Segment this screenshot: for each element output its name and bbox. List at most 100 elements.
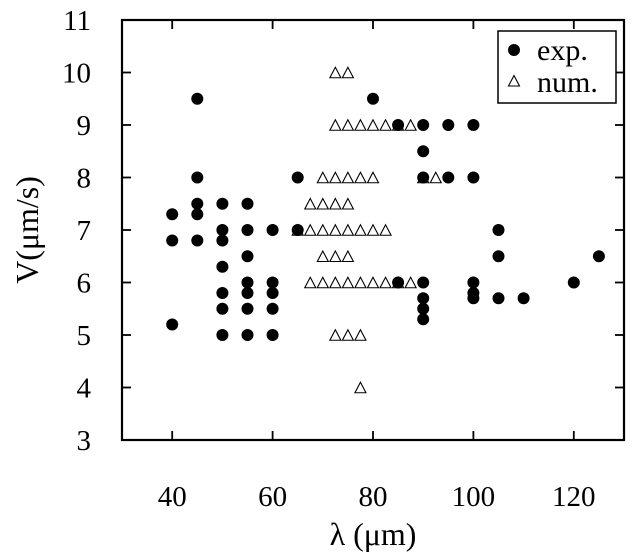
- point-num: [316, 223, 330, 236]
- point-num: [341, 197, 355, 210]
- data-points: [166, 66, 605, 394]
- point-num: [328, 66, 342, 79]
- point-num: [429, 171, 443, 184]
- point-exp: [241, 197, 254, 210]
- point-num: [366, 118, 380, 131]
- point-exp: [417, 171, 430, 184]
- point-num: [379, 118, 392, 131]
- point-exp: [191, 208, 204, 221]
- point-num: [328, 171, 342, 184]
- point-exp: [567, 276, 580, 289]
- point-num: [341, 249, 355, 263]
- point-exp: [241, 329, 254, 341]
- point-exp: [417, 313, 430, 326]
- point-num: [341, 223, 355, 236]
- x-tick-label: 80: [359, 481, 388, 513]
- point-num: [291, 223, 305, 236]
- point-num: [354, 328, 367, 341]
- point-num: [328, 118, 342, 131]
- point-num: [354, 171, 367, 184]
- y-tick-label: 7: [77, 215, 92, 247]
- y-tick-label: 6: [77, 268, 92, 300]
- legend-label-exp: exp.: [537, 34, 588, 67]
- point-num: [404, 118, 418, 131]
- point-exp: [216, 287, 229, 299]
- point-exp: [417, 276, 430, 289]
- point-exp: [266, 287, 279, 299]
- point-exp: [291, 224, 304, 236]
- point-exp: [191, 171, 204, 184]
- point-num: [328, 197, 342, 210]
- y-tick-label: 8: [77, 163, 92, 195]
- x-tick-label: 60: [258, 481, 287, 513]
- y-tick-label: 3: [77, 425, 92, 457]
- point-exp: [241, 224, 254, 236]
- y-tick-label: 11: [63, 5, 91, 37]
- point-exp: [191, 234, 204, 247]
- point-num: [341, 171, 355, 184]
- point-num: [341, 276, 355, 289]
- x-tick-label: 40: [158, 481, 187, 513]
- point-num: [354, 223, 367, 236]
- point-exp: [216, 302, 229, 315]
- point-num: [391, 118, 405, 131]
- point-exp: [467, 292, 480, 305]
- point-exp: [367, 92, 379, 105]
- y-axis-label: V(μm/s): [9, 176, 45, 284]
- point-exp: [442, 171, 455, 184]
- point-num: [328, 276, 342, 289]
- point-num: [341, 66, 355, 79]
- point-exp: [417, 292, 430, 305]
- point-exp: [216, 234, 229, 247]
- point-num: [379, 223, 392, 236]
- point-exp: [492, 224, 505, 236]
- point-exp: [241, 276, 254, 289]
- point-num: [366, 276, 380, 289]
- legend: exp. num.: [497, 30, 617, 104]
- point-exp: [166, 234, 179, 247]
- point-num: [391, 276, 405, 289]
- point-num: [354, 118, 367, 131]
- y-tick-label: 10: [62, 58, 91, 90]
- point-exp: [417, 302, 430, 315]
- y-tick-label: 4: [77, 373, 92, 405]
- point-exp: [417, 119, 430, 131]
- legend-label-num: num.: [537, 66, 598, 99]
- point-exp: [191, 197, 204, 210]
- point-exp: [592, 250, 605, 263]
- point-num: [328, 328, 342, 341]
- point-num: [354, 276, 367, 289]
- point-exp: [467, 276, 480, 289]
- point-num: [303, 223, 317, 236]
- point-exp: [266, 224, 279, 236]
- point-num: [354, 381, 367, 394]
- point-exp: [166, 318, 179, 331]
- point-exp: [492, 250, 505, 263]
- point-num: [328, 249, 342, 263]
- point-exp: [266, 276, 279, 289]
- point-num: [341, 118, 355, 131]
- legend-marker-num: [507, 74, 521, 87]
- point-exp: [241, 250, 254, 263]
- legend-box: [497, 30, 617, 104]
- x-tick-label: 120: [552, 481, 596, 513]
- point-exp: [266, 329, 279, 341]
- point-num: [366, 223, 380, 236]
- point-exp: [216, 197, 229, 210]
- point-exp: [166, 208, 179, 221]
- x-axis: 40 60 80 100 120: [158, 20, 596, 513]
- point-num: [341, 328, 355, 341]
- point-exp: [392, 119, 405, 131]
- y-axis: 3 4 5 6 7 8 9 10 11: [62, 5, 624, 457]
- point-num: [316, 197, 330, 210]
- point-num: [328, 223, 342, 236]
- point-num: [316, 171, 330, 184]
- point-exp: [216, 224, 229, 236]
- point-exp: [392, 276, 405, 289]
- point-exp: [417, 145, 430, 158]
- point-exp: [442, 119, 455, 131]
- point-num: [404, 276, 418, 289]
- point-exp: [517, 292, 530, 305]
- point-num: [303, 276, 317, 289]
